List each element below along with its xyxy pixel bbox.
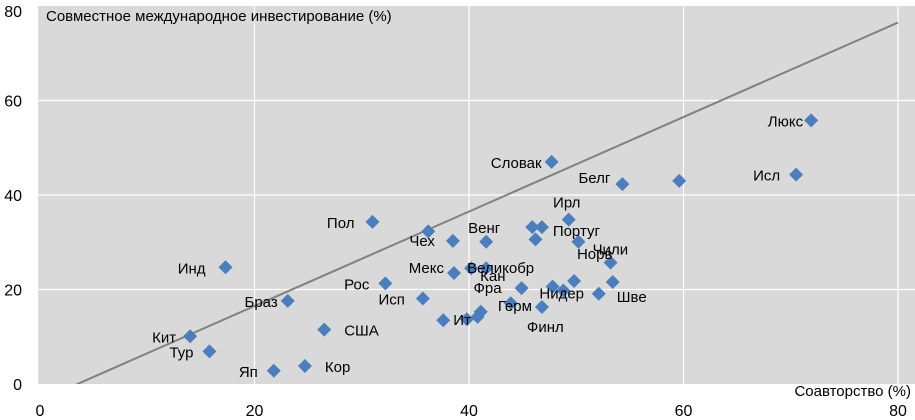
data-point bbox=[415, 291, 430, 306]
point-label: Браз bbox=[244, 294, 277, 311]
data-point bbox=[528, 232, 543, 247]
data-point bbox=[605, 274, 620, 289]
data-point bbox=[365, 214, 380, 229]
x-axis-title: Соавторство (%) bbox=[794, 383, 911, 400]
data-point bbox=[218, 260, 233, 275]
data-point bbox=[544, 154, 559, 169]
point-label: Ирл bbox=[553, 195, 580, 212]
point-label: Фра bbox=[473, 280, 502, 297]
point-label: США bbox=[344, 323, 379, 340]
data-point bbox=[789, 167, 804, 182]
point-label: Мекс bbox=[409, 260, 445, 277]
data-point bbox=[571, 234, 586, 249]
point-label: Португ bbox=[553, 223, 601, 240]
y-tick-label: 20 bbox=[4, 283, 22, 300]
point-label: Финл bbox=[527, 319, 564, 336]
data-point bbox=[446, 265, 461, 280]
data-point bbox=[317, 322, 332, 337]
y-tick-label: 40 bbox=[4, 188, 22, 205]
data-point bbox=[545, 279, 560, 294]
data-point bbox=[534, 220, 549, 235]
data-point bbox=[183, 329, 198, 344]
point-label: Венг bbox=[468, 220, 501, 237]
point-label: Кор bbox=[325, 359, 350, 376]
data-point bbox=[556, 283, 571, 298]
grid-lines bbox=[38, 6, 915, 384]
point-label: Исп bbox=[378, 291, 404, 308]
data-point bbox=[672, 173, 687, 188]
data-point bbox=[459, 312, 474, 327]
y-axis-title: Совместное международное инвестирование … bbox=[46, 8, 392, 25]
data-point bbox=[561, 212, 576, 227]
point-label: Чех bbox=[409, 233, 435, 250]
data-point bbox=[266, 363, 281, 378]
data-point bbox=[567, 273, 582, 288]
point-label: Кит bbox=[152, 329, 176, 346]
x-tick-label: 20 bbox=[246, 403, 264, 420]
point-label: Нидер bbox=[539, 285, 584, 302]
data-point bbox=[421, 224, 436, 239]
data-point bbox=[479, 261, 494, 276]
x-tick-label: 40 bbox=[460, 403, 478, 420]
point-label: Норв bbox=[577, 246, 613, 263]
data-point bbox=[202, 344, 217, 359]
data-point bbox=[436, 313, 451, 328]
point-label: Шве bbox=[617, 289, 647, 306]
data-point bbox=[445, 233, 460, 248]
data-point bbox=[297, 359, 312, 374]
data-point bbox=[470, 309, 485, 324]
point-label: Пол bbox=[327, 215, 355, 232]
x-tick-label: 0 bbox=[36, 403, 45, 420]
trend-line bbox=[75, 21, 899, 384]
data-point bbox=[479, 234, 494, 249]
data-point bbox=[525, 220, 540, 235]
data-point bbox=[591, 286, 606, 301]
data-point bbox=[514, 281, 529, 296]
point-label: Белг bbox=[578, 170, 610, 187]
data-point bbox=[534, 299, 549, 314]
point-label: Чили bbox=[593, 242, 629, 259]
x-tick-label: 60 bbox=[675, 403, 693, 420]
point-label: Исл bbox=[753, 168, 780, 185]
point-label: Герм bbox=[498, 298, 532, 315]
y-tick-label: 80 bbox=[4, 4, 22, 21]
point-label: Кан bbox=[480, 268, 505, 285]
data-point bbox=[603, 255, 618, 270]
data-point bbox=[615, 177, 630, 192]
y-tick-label: 0 bbox=[13, 377, 22, 394]
data-point bbox=[503, 296, 518, 311]
point-label: Инд bbox=[178, 260, 206, 277]
data-point bbox=[464, 261, 479, 276]
data-point bbox=[378, 276, 393, 291]
x-tick-label: 80 bbox=[889, 403, 907, 420]
point-label: Тур bbox=[169, 344, 193, 361]
point-label: Великобр bbox=[467, 260, 534, 277]
point-label: Яп bbox=[239, 364, 258, 381]
data-point bbox=[804, 113, 819, 128]
point-label: Словак bbox=[491, 155, 542, 172]
point-label: Ит bbox=[453, 312, 471, 329]
data-point bbox=[280, 293, 295, 308]
y-tick-label: 60 bbox=[4, 94, 22, 111]
point-label: Люкс bbox=[768, 113, 804, 130]
point-label: Рос bbox=[344, 276, 370, 293]
